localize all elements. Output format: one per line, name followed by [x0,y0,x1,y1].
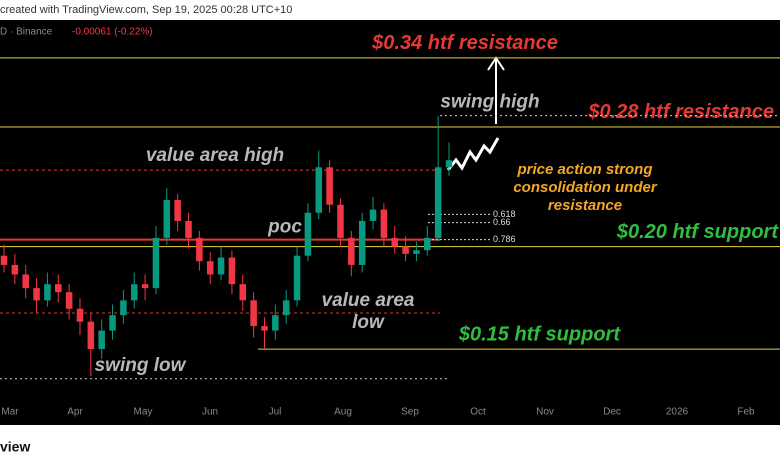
x-tick-label: Feb [737,407,755,418]
candle-body [185,220,192,238]
x-tick-label: Apr [67,407,83,418]
swing-label: swing high [440,92,539,113]
x-tick-label: Oct [470,407,486,418]
header-band [0,0,780,20]
x-tick-label: Jun [202,407,218,418]
candle-body [109,315,116,331]
candle-body [76,308,84,322]
fib-label: 0.66 [493,217,511,227]
candle-body [217,257,225,275]
candle-body [434,167,442,238]
x-tick-label: Mar [1,407,19,418]
candle-body [206,261,214,275]
candle-body [130,284,138,301]
candle-body [326,167,333,205]
x-tick-label: Jul [269,407,282,418]
candle-body [358,220,366,265]
x-tick-label: Dec [603,407,621,418]
profile-label: poc [267,217,302,238]
x-tick-label: 2026 [666,407,689,418]
level-label: $0.15 htf support [458,323,621,345]
candle-body [87,321,95,350]
candle-body [22,274,29,289]
candle-body [174,200,181,221]
candle-body [33,288,40,301]
candle-body [445,160,453,168]
fib-label: 0.786 [493,234,516,244]
level-label: $0.20 htf support [616,221,779,243]
candle-body [55,284,62,293]
level-label: $0.28 htf resistance [587,101,774,123]
candle-body [272,315,279,331]
candle-body [196,237,203,262]
level-label: $0.34 htf resistance [371,32,558,54]
candle-body [315,167,323,213]
fib-label: 0.618 [493,209,516,219]
x-tick-label: Nov [536,407,554,418]
symbol: D · Binance [0,27,53,38]
candle-body [369,209,377,221]
candle-body [424,237,431,251]
projection-squiggle [446,137,500,171]
candle-body [293,255,301,301]
candle-body [391,237,398,247]
candle-body [348,237,355,265]
swing-label: swing low [95,355,187,376]
candle-body [304,212,312,256]
candle-body [152,237,160,289]
candle-body [0,255,8,265]
candle-body [98,330,105,350]
candle-body [44,284,51,301]
candle-body [141,284,149,289]
candle-body [120,300,127,316]
candle-body [163,200,171,238]
candle-body [261,326,268,331]
brand: view [0,439,30,455]
profile-label: value area high [146,145,284,166]
candle-body [65,292,73,309]
x-tick-label: Sep [401,407,419,418]
x-tick-label: Aug [334,407,352,418]
annotation: price action strong [516,161,652,178]
credit: created with TradingView.com, Sep 19, 20… [0,4,292,16]
profile-label: value area low [322,290,415,333]
candle-body [11,264,19,275]
x-tick-label: May [134,407,153,418]
candle-body [413,250,420,254]
candle-body [282,300,290,316]
candle-body [250,300,257,327]
annotation: resistance [548,197,622,214]
candle-body [239,284,247,301]
annotation: consolidation under [513,179,657,196]
candle-body [337,204,344,238]
change: -0.00061 (-0.22%) [72,27,153,38]
plot-background [0,20,780,425]
candle-body [228,257,236,285]
candle-body [402,246,409,254]
candle-body [380,209,388,238]
